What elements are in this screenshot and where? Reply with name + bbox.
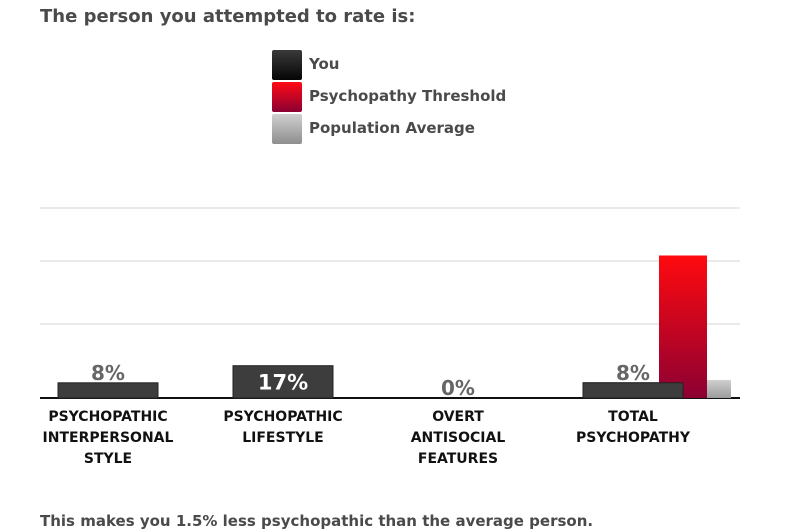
page-heading: The person you attempted to rate is: (40, 6, 416, 27)
category-label: ANTISOCIAL (411, 430, 506, 446)
category-label: PSYCHOPATHIC (48, 409, 167, 425)
category-label: FEATURES (418, 451, 498, 467)
bar-threshold (659, 255, 707, 398)
bar-value-label: 17% (258, 371, 308, 395)
category-label: STYLE (84, 451, 132, 467)
bar-value-label: 8% (616, 361, 650, 385)
category-label: TOTAL (608, 409, 658, 425)
legend-swatch-average (272, 114, 302, 144)
legend-label-you: You (309, 55, 340, 73)
category-label: OVERT (432, 409, 484, 425)
legend-item-you: You (272, 50, 532, 80)
legend-swatch-threshold (272, 82, 302, 112)
legend-label-average: Population Average (309, 119, 475, 137)
bar-value-label: 8% (91, 361, 125, 385)
legend-label-threshold: Psychopathy Threshold (309, 87, 507, 105)
category-label: LIFESTYLE (242, 430, 324, 446)
bar-you (582, 382, 684, 399)
bar-you (232, 365, 334, 399)
legend-item-average: Population Average (272, 114, 532, 144)
summary-text: This makes you 1.5% less psychopathic th… (40, 512, 594, 530)
category-label: INTERPERSONAL (43, 430, 174, 446)
bar-value-label: 0% (441, 376, 475, 400)
bar-average (707, 379, 731, 398)
category-label: PSYCHOPATHIC (223, 409, 342, 425)
legend-swatch-you (272, 50, 302, 80)
bar-you (57, 382, 159, 399)
category-label: PSYCHOPATHY (576, 430, 691, 446)
legend-item-threshold: Psychopathy Threshold (272, 82, 532, 112)
